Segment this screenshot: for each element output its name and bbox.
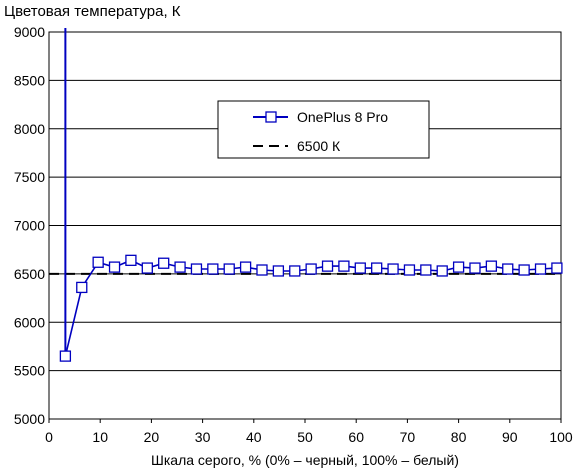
x-axis-label: Шкала серого, % (0% – черный, 100% – бел… — [151, 452, 459, 468]
data-point-oneplus — [518, 264, 530, 276]
legend-label-oneplus: OnePlus 8 Pro — [297, 109, 388, 125]
x-tick-label-100: 100 — [549, 429, 573, 445]
x-tick-label-80: 80 — [451, 429, 467, 445]
x-tick-label-60: 60 — [348, 429, 364, 445]
data-point-oneplus — [321, 260, 334, 272]
x-tick-label-20: 20 — [144, 429, 160, 445]
data-point-oneplus — [158, 257, 170, 269]
data-point-oneplus — [174, 261, 186, 273]
data-point-oneplus — [76, 281, 88, 294]
data-point-oneplus — [289, 265, 301, 277]
data-point-oneplus — [305, 263, 317, 275]
x-tick-label-30: 30 — [195, 429, 211, 445]
legend-label-6500k: 6500 К — [297, 138, 341, 154]
legend-box — [217, 100, 430, 159]
data-point-oneplus — [125, 254, 137, 266]
y-tick-label-6000: 6000 — [14, 314, 45, 330]
grid-lines — [49, 31, 561, 420]
y-tick-label-5500: 5500 — [14, 363, 45, 379]
y-tick-label-5000: 5000 — [14, 411, 45, 427]
x-tick-label-0: 0 — [45, 429, 53, 445]
y-tick-labels: 5000 5500 6000 6500 7000 7500 8000 8500 9000 — [14, 24, 45, 427]
chart-title: Цветовая температура, К — [4, 3, 181, 20]
series-group — [49, 28, 563, 362]
data-point-oneplus — [92, 256, 104, 268]
x-tick-label-10: 10 — [92, 429, 108, 445]
data-point-oneplus — [551, 262, 563, 274]
data-point-oneplus — [485, 260, 498, 272]
data-point-oneplus — [469, 262, 481, 274]
data-point-oneplus — [371, 262, 383, 274]
data-point-oneplus — [452, 261, 465, 273]
data-point-oneplus — [223, 263, 235, 275]
x-tick-label-90: 90 — [502, 429, 518, 445]
x-tick-label-70: 70 — [400, 429, 416, 445]
data-point-oneplus — [108, 261, 121, 273]
data-point-oneplus — [387, 263, 399, 275]
data-point-oneplus — [59, 350, 72, 362]
data-point-oneplus — [502, 263, 514, 275]
x-tick-label-40: 40 — [246, 429, 262, 445]
plot-area-frame — [48, 31, 562, 420]
data-point-oneplus — [420, 264, 432, 276]
data-point-oneplus — [436, 265, 448, 277]
data-point-oneplus — [272, 265, 285, 277]
data-point-oneplus — [534, 263, 547, 275]
data-point-oneplus — [141, 262, 153, 274]
x-tick-label-50: 50 — [297, 429, 313, 445]
y-tick-label-8500: 8500 — [14, 72, 45, 88]
x-tick-labels: 0 10 20 30 40 50 60 70 80 90 100 — [45, 419, 573, 445]
data-point-oneplus — [338, 260, 350, 272]
data-point-oneplus — [403, 264, 416, 276]
legend: OnePlus 8 Pro 6500 К — [217, 100, 430, 159]
y-tick-label-9000: 9000 — [14, 24, 45, 40]
y-tick-label-8000: 8000 — [14, 121, 45, 137]
data-point-oneplus — [190, 263, 203, 275]
data-point-oneplus — [354, 262, 366, 274]
data-point-oneplus — [239, 261, 252, 273]
y-tick-label-6500: 6500 — [14, 266, 45, 282]
y-tick-label-7500: 7500 — [14, 169, 45, 185]
y-tick-label-7000: 7000 — [14, 218, 45, 234]
data-point-oneplus — [256, 264, 268, 276]
data-point-oneplus — [207, 263, 219, 275]
legend-marker-oneplus — [265, 111, 277, 123]
